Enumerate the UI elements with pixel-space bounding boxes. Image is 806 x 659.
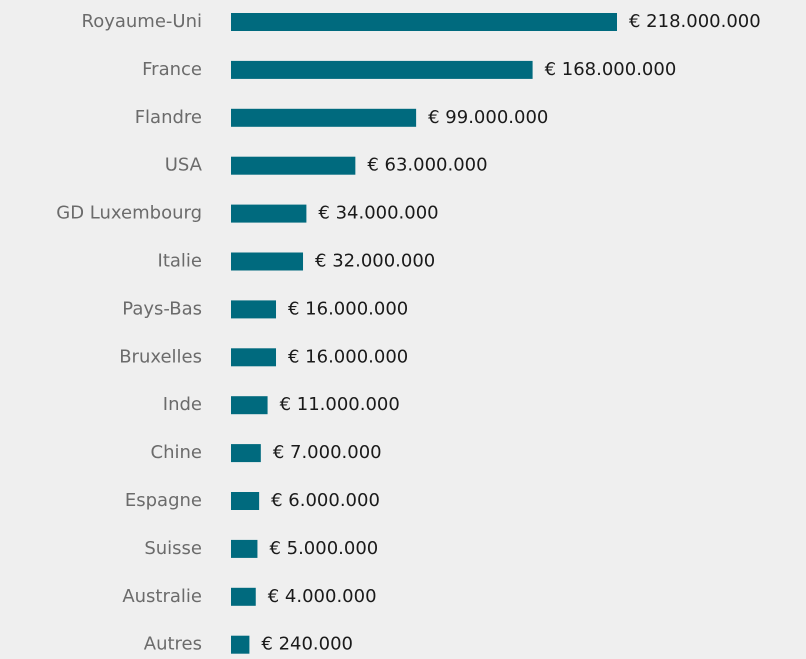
- value-label: € 63.000.000: [367, 155, 487, 176]
- value-label: € 168.000.000: [545, 59, 677, 80]
- value-label: € 5.000.000: [269, 538, 378, 559]
- category-label: Espagne: [125, 490, 202, 511]
- bar: [231, 60, 533, 79]
- category-label: Italie: [158, 251, 202, 272]
- bar: [231, 252, 304, 271]
- category-label: Royaume-Uni: [82, 11, 203, 32]
- category-label: Suisse: [144, 538, 202, 559]
- value-label: € 16.000.000: [288, 346, 408, 367]
- category-label: GD Luxembourg: [56, 203, 202, 224]
- category-label: Bruxelles: [119, 346, 202, 367]
- bar: [231, 396, 268, 415]
- value-label: € 11.000.000: [280, 394, 400, 415]
- value-label: € 4.000.000: [268, 586, 377, 607]
- category-label: Pays-Bas: [122, 298, 202, 319]
- value-label: € 34.000.000: [318, 203, 438, 224]
- value-label: € 7.000.000: [273, 442, 382, 463]
- bar: [231, 300, 277, 319]
- category-label: Autres: [144, 634, 202, 655]
- bar: [231, 156, 356, 175]
- value-label: € 32.000.000: [315, 251, 435, 272]
- category-label: Chine: [151, 442, 202, 463]
- value-label: € 240.000: [261, 634, 353, 655]
- bar: [231, 587, 256, 606]
- bar: [231, 635, 250, 654]
- category-label: Inde: [163, 394, 202, 415]
- value-label: € 99.000.000: [428, 107, 548, 128]
- bar: [231, 204, 307, 223]
- bar: [231, 348, 277, 367]
- category-label: Flandre: [135, 107, 202, 128]
- bar: [231, 444, 261, 463]
- bar: [231, 13, 617, 31]
- category-label: Australie: [122, 586, 202, 607]
- value-label: € 218.000.000: [629, 11, 761, 32]
- bar: [231, 108, 417, 127]
- value-label: € 6.000.000: [271, 490, 380, 511]
- category-label: USA: [165, 155, 203, 176]
- bar: [231, 539, 258, 558]
- bar: [231, 492, 260, 510]
- category-label: France: [142, 59, 202, 80]
- value-label: € 16.000.000: [288, 298, 408, 319]
